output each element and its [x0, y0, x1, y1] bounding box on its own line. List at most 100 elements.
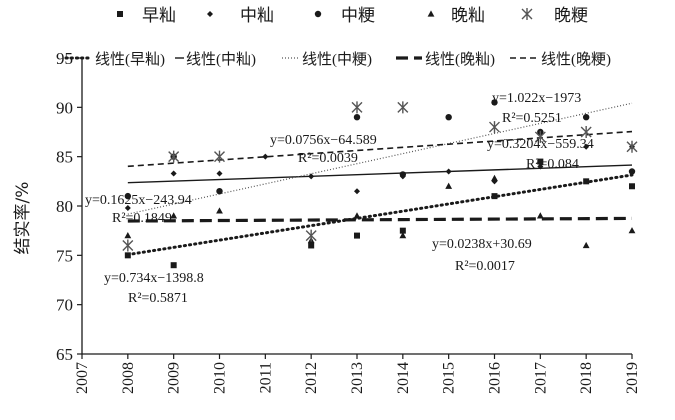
trend-equation-label: y=0.734x−1398.8	[104, 271, 204, 286]
data-point	[351, 101, 363, 114]
trend-equation-label: y=0.0238x+30.69	[432, 237, 532, 252]
marker-diamond	[207, 11, 213, 17]
trendline	[126, 173, 634, 257]
marker-asterisk	[397, 101, 409, 114]
data-point	[491, 193, 498, 200]
legend-trendlines: 线性(早籼) 线性(中籼) 线性(中粳) 线性(晚籼) 线性(晚粳)	[64, 51, 611, 68]
data-point	[124, 192, 132, 200]
legend-series-name: 早籼	[142, 6, 176, 25]
marker-triangle	[491, 174, 498, 181]
marker-asterisk	[214, 150, 225, 163]
data-point	[124, 232, 132, 239]
data-point	[399, 171, 407, 178]
data-point	[124, 252, 131, 259]
marker-asterisk	[580, 126, 592, 138]
trendline	[127, 102, 633, 215]
legend-series-name: 晚粳	[554, 6, 588, 25]
y-tick-label: 80	[56, 197, 73, 216]
data-point	[170, 212, 178, 219]
marker-triangle	[628, 227, 636, 234]
data-point	[445, 114, 452, 121]
marker-triangle	[124, 232, 132, 239]
marker-square	[308, 242, 315, 249]
data-point	[216, 170, 223, 177]
data-point	[583, 143, 590, 150]
trend-equation-label: y=0.0756x−64.589	[270, 133, 377, 148]
trend-equation-label: y=0.1625x−243.94	[85, 193, 192, 208]
x-tick-label: 2013	[349, 362, 366, 394]
data-point	[262, 153, 269, 160]
data-point	[628, 227, 636, 234]
legend-marker-square	[117, 11, 123, 17]
trend-equation-label: y=0.3204x−559.34	[487, 137, 594, 152]
trendline	[127, 216, 633, 223]
x-tick-label: 2018	[578, 362, 595, 394]
marker-square	[124, 252, 131, 259]
trend-r2-label: R²=0.084	[526, 157, 579, 172]
data-point	[354, 232, 360, 239]
marker-triangle	[399, 232, 407, 239]
marker-circle	[216, 188, 223, 195]
y-tick-label: 95	[56, 49, 73, 68]
marker-diamond	[354, 188, 360, 195]
data-point	[534, 130, 546, 143]
data-point	[628, 168, 636, 175]
y-tick-label: 85	[56, 148, 73, 167]
marker-diamond	[308, 173, 315, 180]
legend-marker-diamond	[207, 11, 213, 17]
marker-diamond	[583, 143, 590, 150]
data-point	[308, 242, 315, 249]
legend-trendline-name: 线性(中粳)	[302, 51, 372, 68]
marker-square	[583, 178, 590, 185]
data-point	[582, 114, 590, 121]
legend-trendline-name: 线性(晚籼)	[425, 51, 495, 68]
data-point	[489, 121, 500, 134]
x-tick-label: 2012	[303, 362, 320, 394]
data-point	[580, 126, 592, 138]
x-tick-label: 2019	[624, 362, 641, 394]
data-point	[168, 150, 180, 163]
x-tick-label: 2015	[441, 362, 458, 394]
trend-r2-label: R²=0.5871	[128, 291, 188, 306]
x-tick-label: 2008	[120, 362, 137, 394]
marker-triangle	[353, 212, 361, 219]
data-point	[170, 262, 177, 269]
marker-circle	[124, 192, 132, 200]
marker-circle	[491, 99, 498, 106]
data-point	[537, 163, 544, 170]
marker-square	[170, 262, 177, 269]
data-point	[216, 188, 223, 195]
marker-diamond	[262, 153, 269, 160]
marker-diamond	[170, 170, 177, 177]
trend-r2-label: R²=0.5251	[502, 111, 562, 126]
marker-circle	[628, 168, 636, 175]
marker-triangle	[216, 207, 223, 214]
plot-area: 65 70 75 80 85 90 95 2007 2008 2009 2010 2011 2012 20…	[56, 49, 641, 394]
trend-equation-label: y=1.022x−1973	[492, 91, 581, 106]
marker-triangle	[445, 182, 453, 189]
marker-circle	[399, 171, 407, 178]
marker-diamond	[445, 168, 452, 175]
trend-r2-label: R²=0.0039	[298, 151, 358, 166]
data-point	[491, 174, 498, 181]
trend-r2-label: R²=0.1849	[112, 211, 172, 226]
marker-square	[537, 158, 544, 165]
data-point	[353, 212, 361, 219]
x-tick-label: 2010	[212, 362, 229, 394]
marker-asterisk	[351, 101, 363, 114]
legend-marker-triangle	[427, 10, 435, 17]
trendline	[127, 164, 633, 184]
marker-asterisk	[626, 140, 638, 153]
marker-triangle	[536, 212, 544, 219]
marker-square	[629, 183, 635, 190]
y-tick-label: 75	[56, 246, 73, 265]
marker-asterisk	[122, 239, 134, 252]
x-tick-label: 2014	[395, 362, 412, 394]
y-axis-label: 结实率/%	[13, 182, 33, 255]
data-point	[582, 241, 590, 249]
data-point	[399, 227, 406, 234]
marker-square	[491, 193, 498, 200]
y-tick-label: 90	[56, 98, 73, 117]
data-point	[308, 173, 315, 180]
